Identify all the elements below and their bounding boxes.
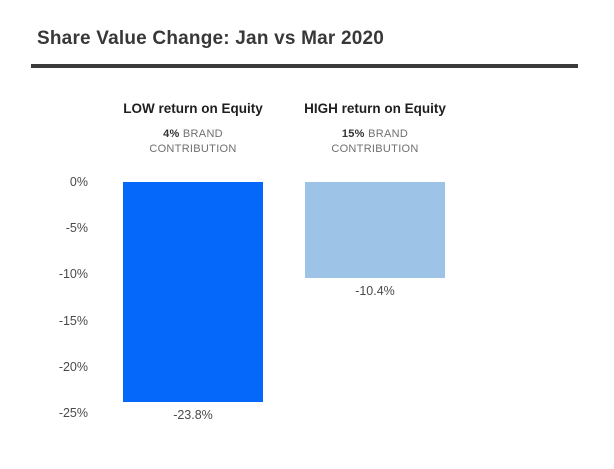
brand-pct-high: 15% bbox=[341, 128, 365, 140]
chart-title: Share Value Change: Jan vs Mar 2020 bbox=[37, 28, 385, 49]
bar-value-label-low: -23.8% bbox=[173, 408, 213, 422]
bar-low bbox=[123, 182, 263, 402]
bar-column-low: -23.8% bbox=[123, 182, 263, 423]
title-divider bbox=[31, 64, 578, 68]
brand-contribution-high: 15% BRAND CONTRIBUTION bbox=[319, 127, 431, 157]
group-high: HIGH return on Equity 15% BRAND CONTRIBU… bbox=[285, 100, 465, 157]
bar-column-high: -10.4% bbox=[305, 182, 445, 299]
y-tick-5: -25% bbox=[58, 406, 88, 420]
group-low-header: LOW return on Equity bbox=[123, 101, 263, 116]
brand-label-high: BRAND CONTRIBUTION bbox=[331, 128, 419, 155]
y-tick-4: -20% bbox=[58, 360, 88, 374]
y-tick-3: -15% bbox=[58, 314, 88, 328]
bar-value-label-high: -10.4% bbox=[355, 284, 395, 298]
brand-pct-low: 4% bbox=[163, 128, 180, 140]
bar-high bbox=[305, 182, 445, 278]
group-low: LOW return on Equity 4% BRAND CONTRIBUTI… bbox=[103, 100, 283, 157]
y-tick-0: 0% bbox=[69, 175, 88, 189]
group-high-header: HIGH return on Equity bbox=[304, 101, 446, 116]
brand-contribution-low: 4% BRAND CONTRIBUTION bbox=[137, 127, 249, 157]
y-tick-2: -10% bbox=[58, 267, 88, 281]
y-tick-1: -5% bbox=[65, 221, 88, 235]
brand-label-low: BRAND CONTRIBUTION bbox=[149, 128, 237, 155]
